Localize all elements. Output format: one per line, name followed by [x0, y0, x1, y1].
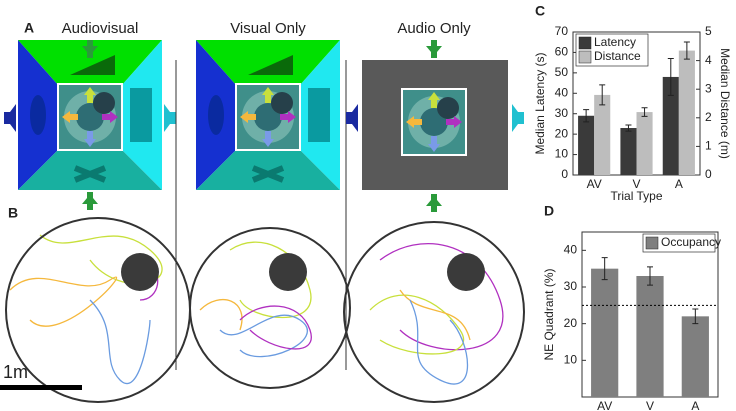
y-tick-label: 50 — [555, 65, 569, 79]
error-bar — [692, 308, 699, 325]
y2-tick-label: 1 — [705, 139, 712, 153]
trajectories — [9, 234, 504, 385]
panel-label: A — [24, 20, 34, 36]
legend-swatch — [645, 236, 659, 250]
condition-title: Visual Only — [230, 20, 306, 37]
y-tick-label: 20 — [555, 126, 569, 140]
bar — [620, 128, 637, 175]
y2-tick-label: 4 — [705, 53, 712, 67]
panel-label: B — [8, 205, 18, 221]
bar — [636, 112, 653, 175]
error-bar — [647, 266, 653, 286]
error-bar — [625, 124, 632, 132]
y2-tick-label: 3 — [705, 81, 712, 95]
y2-axis-label: Median Distance (m) — [718, 48, 732, 159]
scale-label: 1m — [3, 362, 28, 382]
y-tick-label: 30 — [555, 106, 569, 120]
x-tick-label: A — [675, 177, 683, 191]
panel-b: B 1m — [0, 205, 525, 403]
x-tick-label: A — [691, 399, 699, 411]
x-tick-label: V — [646, 399, 654, 411]
y-axis-label: NE Quadrant (%) — [542, 268, 556, 360]
bar — [591, 268, 619, 397]
y-tick-label: 40 — [555, 85, 569, 99]
legend-swatch — [578, 50, 592, 64]
bar — [578, 115, 595, 175]
y-tick-label: 40 — [564, 243, 578, 257]
y-tick-label: 10 — [564, 353, 578, 367]
y-tick-label: 30 — [564, 279, 578, 293]
scale-bar — [0, 385, 82, 390]
bar — [678, 50, 695, 176]
y-tick-label: 10 — [555, 147, 569, 161]
y-tick-label: 20 — [564, 316, 578, 330]
room-visual — [196, 40, 340, 190]
error-bar — [683, 41, 690, 60]
legend-label: Occupancy — [661, 235, 721, 249]
x-tick-label: AV — [597, 399, 612, 411]
bar — [662, 76, 679, 175]
y-tick-label: 70 — [555, 24, 569, 38]
error-bar — [583, 109, 590, 123]
legend-label: Distance — [594, 49, 641, 63]
bar — [594, 94, 611, 175]
legend-box — [642, 233, 716, 253]
panel-label: D — [544, 203, 554, 219]
legend-label: Latency — [594, 35, 636, 49]
bar — [681, 316, 709, 397]
x-tick-label: V — [632, 177, 640, 191]
room-audio — [346, 40, 524, 212]
y-tick-label: 60 — [555, 45, 569, 59]
error-bar — [601, 257, 608, 281]
panel-label: C — [535, 3, 545, 19]
bar — [636, 276, 664, 397]
y2-tick-label: 5 — [705, 24, 712, 38]
condition-title: Audiovisual — [62, 20, 139, 37]
y-axis-label: Median Latency (s) — [533, 52, 547, 154]
panel-a: A Audiovisual Visual Only Audio Only — [4, 20, 524, 370]
condition-title: Audio Only — [397, 20, 471, 37]
legend-swatch — [578, 36, 592, 50]
error-bar — [667, 58, 674, 96]
room-audiovisual — [4, 40, 176, 210]
x-axis-label: Trial Type — [610, 189, 662, 203]
y2-tick-label: 0 — [705, 167, 712, 181]
x-tick-label: AV — [587, 177, 602, 191]
y-tick-label: 0 — [561, 167, 568, 181]
error-bar — [641, 107, 648, 117]
y2-tick-label: 2 — [705, 110, 712, 124]
error-bar — [599, 84, 606, 106]
